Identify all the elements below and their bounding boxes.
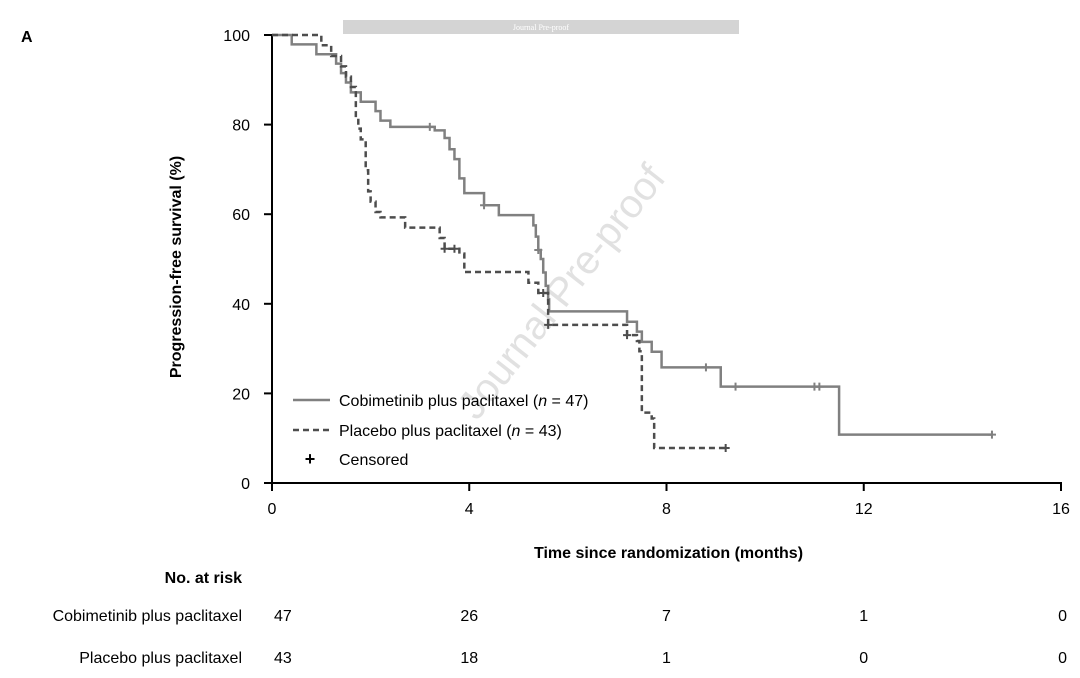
censored-mark bbox=[731, 382, 740, 391]
censored-mark bbox=[450, 244, 459, 253]
y-tick-label: 40 bbox=[232, 297, 250, 314]
legend-label-placebo: Placebo plus paclitaxel (n = 43) bbox=[339, 423, 562, 440]
censored-mark bbox=[425, 122, 434, 131]
risk-value: 0 bbox=[1058, 608, 1067, 625]
legend-censored-marker: + bbox=[305, 449, 316, 469]
banner-bar bbox=[343, 20, 739, 34]
censored-mark bbox=[440, 244, 449, 253]
risk-value: 18 bbox=[460, 650, 478, 667]
km-curve-cobimetinib bbox=[272, 33, 992, 436]
censored-mark bbox=[544, 320, 553, 329]
km-curve-placebo bbox=[272, 33, 726, 450]
censored-mark bbox=[721, 444, 730, 453]
legend-label-censored: Censored bbox=[339, 452, 408, 469]
x-tick-label: 8 bbox=[662, 501, 671, 518]
censored-mark bbox=[815, 382, 824, 391]
censored-mark bbox=[480, 201, 489, 210]
axes: 0 4 8 12 16 0 20 40 60 80 100 Time since randomizat… bbox=[168, 28, 1070, 562]
banner-text: Journal Pre-proof bbox=[513, 23, 570, 32]
x-axis-title: Time since randomization (months) bbox=[534, 545, 803, 562]
x-tick-label: 16 bbox=[1052, 501, 1070, 518]
x-tick-label: 12 bbox=[855, 501, 873, 518]
censored-mark bbox=[987, 430, 996, 439]
risk-row-label: Placebo plus paclitaxel bbox=[79, 650, 242, 667]
censored-mark bbox=[539, 289, 548, 298]
risk-value: 0 bbox=[859, 650, 868, 667]
y-tick-label: 60 bbox=[232, 207, 250, 224]
legend: Cobimetinib plus paclitaxel (n = 47) Pla… bbox=[293, 393, 588, 469]
y-tick-label: 80 bbox=[232, 118, 250, 135]
legend-label-cobimetinib: Cobimetinib plus paclitaxel (n = 47) bbox=[339, 393, 588, 410]
y-tick-label: 0 bbox=[241, 476, 250, 493]
censored-mark bbox=[623, 331, 632, 340]
panel-label: A bbox=[21, 29, 33, 46]
risk-table-title: No. at risk bbox=[165, 570, 242, 587]
risk-value: 43 bbox=[274, 650, 292, 667]
y-axis-title: Progression-free survival (%) bbox=[168, 156, 185, 378]
risk-value: 1 bbox=[662, 650, 671, 667]
censored-mark bbox=[534, 246, 543, 255]
risk-value: 7 bbox=[662, 608, 671, 625]
censored-mark bbox=[701, 363, 710, 372]
x-tick-label: 4 bbox=[465, 501, 474, 518]
risk-value: 26 bbox=[460, 608, 478, 625]
plot-area bbox=[272, 33, 996, 453]
risk-row-label: Cobimetinib plus paclitaxel bbox=[53, 608, 242, 625]
risk-value: 0 bbox=[1058, 650, 1067, 667]
y-tick-label: 100 bbox=[223, 28, 250, 45]
risk-table: No. at risk Cobimetinib plus paclitaxel 4… bbox=[53, 570, 1068, 667]
risk-value: 47 bbox=[274, 608, 292, 625]
x-tick-label: 0 bbox=[268, 501, 277, 518]
risk-value: 1 bbox=[859, 608, 868, 625]
y-tick-label: 20 bbox=[232, 386, 250, 403]
